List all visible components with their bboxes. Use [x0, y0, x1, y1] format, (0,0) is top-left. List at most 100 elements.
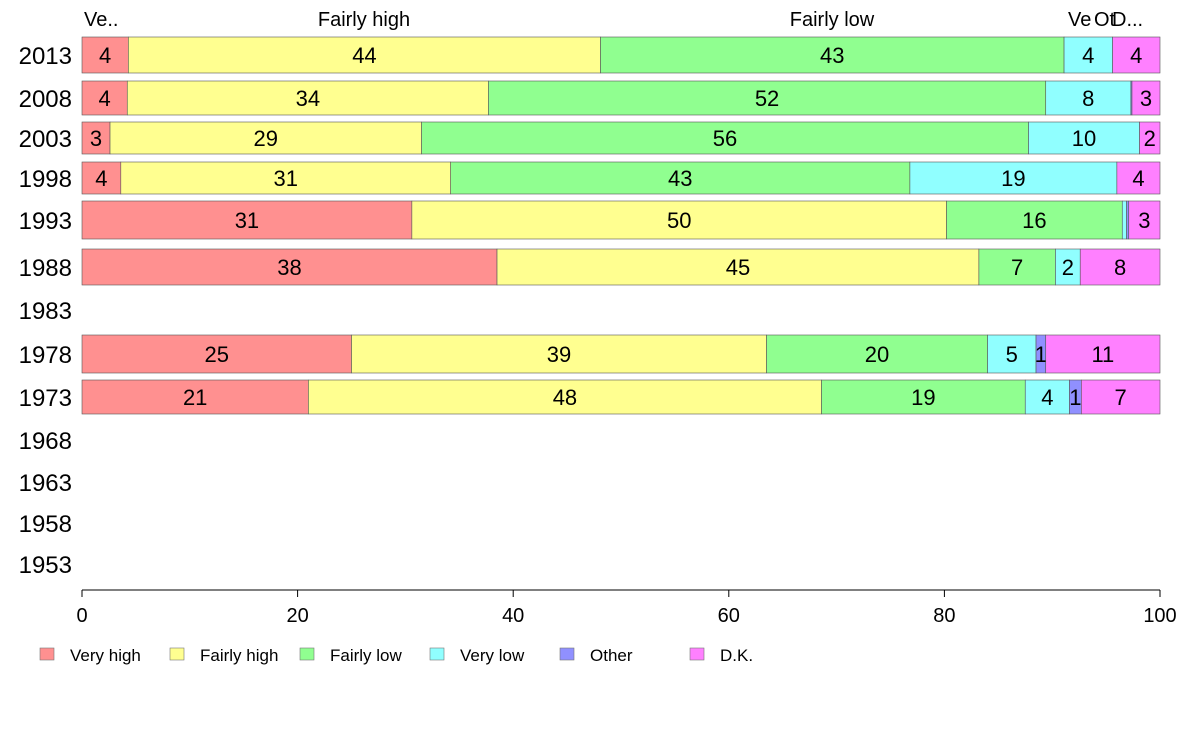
top-labels: Ve.. Fairly high Fairly low Ve OtD... — [84, 9, 1143, 31]
legend-swatch — [169, 647, 185, 661]
legend-swatch — [299, 647, 315, 661]
data-label: 16 — [1022, 208, 1046, 233]
bar-segment — [978, 248, 1056, 286]
data-label: 25 — [205, 342, 229, 367]
bar-segment — [81, 379, 309, 415]
data-label: 5 — [1006, 342, 1018, 367]
data-label: 8 — [1114, 255, 1126, 280]
bar-segment — [1081, 379, 1161, 415]
data-label: 50 — [667, 208, 691, 233]
legend-swatch — [429, 647, 445, 661]
legend-swatch — [559, 647, 575, 661]
data-label: 43 — [668, 166, 692, 191]
y-tick-label: 1963 — [19, 470, 72, 497]
bar-segment — [987, 334, 1037, 374]
data-label: 34 — [296, 86, 320, 111]
bar-segment — [81, 80, 128, 116]
bar-segment — [1131, 80, 1161, 116]
legend-item: Very high — [39, 646, 141, 665]
legend-item: D.K. — [689, 646, 753, 665]
y-tick-label: 2003 — [19, 126, 72, 153]
bar-segment — [81, 161, 122, 195]
bar-segment — [1079, 248, 1161, 286]
y-tick-label: 1998 — [19, 166, 72, 193]
bar-segment — [81, 334, 352, 374]
data-label: 1 — [1035, 342, 1047, 367]
legend-item: Fairly low — [299, 646, 403, 665]
y-tick-label: 1968 — [19, 428, 72, 455]
data-label: 3 — [1138, 208, 1150, 233]
data-label: 56 — [713, 126, 737, 151]
data-label: 4 — [1132, 166, 1144, 191]
bar-segment — [81, 200, 413, 240]
bar-segment — [1045, 80, 1132, 116]
data-label: 7 — [1011, 255, 1023, 280]
y-tick-label: 1958 — [19, 511, 72, 538]
x-tick-label: 80 — [933, 605, 955, 627]
y-tick-label: 1993 — [19, 208, 72, 235]
data-label: 20 — [865, 342, 889, 367]
y-tick-label: 1953 — [19, 552, 72, 579]
x-tick-label: 0 — [76, 605, 87, 627]
top-series-label: Fairly low — [790, 9, 875, 31]
legend: Very high Fairly high Fairly low Very low Ot… — [39, 646, 753, 665]
data-label: 4 — [1041, 385, 1053, 410]
data-label: 52 — [755, 86, 779, 111]
bar-segment — [109, 121, 422, 155]
y-tick-label: 1988 — [19, 255, 72, 282]
y-tick-label: 2013 — [19, 43, 72, 70]
x-tick-label: 60 — [718, 605, 740, 627]
data-label: 4 — [95, 166, 107, 191]
bar-segment — [1139, 121, 1161, 155]
data-label: 45 — [726, 255, 750, 280]
y-tick-label: 1973 — [19, 385, 72, 412]
bar-segment — [128, 36, 601, 74]
y-tick-label: 1983 — [19, 298, 72, 325]
data-label: 3 — [1140, 86, 1152, 111]
bar-segment — [1121, 200, 1127, 240]
bar-segment — [1128, 200, 1161, 240]
bar-segment — [1116, 161, 1161, 195]
bar-segment — [766, 334, 988, 374]
bar-segment — [1028, 121, 1140, 155]
data-label: 19 — [911, 385, 935, 410]
data-label: 19 — [1001, 166, 1025, 191]
y-axis-labels: 2013 2008 2003 1998 1993 1988 1983 1978 1973 1968… — [19, 43, 72, 579]
x-tick-label: 40 — [502, 605, 524, 627]
data-label: 4 — [99, 43, 111, 68]
bar-segment — [488, 80, 1047, 116]
bar-segment — [120, 161, 451, 195]
data-label: 43 — [820, 43, 844, 68]
data-label: 8 — [1082, 86, 1094, 111]
legend-item: Fairly high — [169, 646, 278, 665]
data-label: 1 — [1069, 385, 1081, 410]
top-series-label: Ve — [1068, 9, 1091, 31]
bar-segment — [81, 121, 111, 155]
data-label: 31 — [273, 166, 297, 191]
bar-segment — [421, 121, 1029, 155]
x-axis: 0 20 40 60 80 100 — [76, 589, 1177, 627]
bar-segment — [1126, 200, 1130, 240]
data-label: 4 — [1082, 43, 1094, 68]
bar-segment — [946, 200, 1123, 240]
top-series-label: Ve.. — [84, 9, 118, 31]
top-series-label: D... — [1112, 9, 1143, 31]
data-label: 44 — [352, 43, 376, 68]
legend-item: Very low — [429, 646, 525, 665]
bar-segment — [1024, 379, 1070, 415]
legend-label: Very low — [460, 646, 525, 665]
legend-label: Fairly low — [330, 646, 403, 665]
legend-label: Other — [590, 646, 633, 665]
data-label: 10 — [1072, 126, 1096, 151]
bar-segment — [496, 248, 980, 286]
bars: 4 44 43 4 44 34 52 8 33 29 56 10 24 31 43 19 431 50 16 338 4… — [81, 36, 1161, 415]
y-tick-label: 1978 — [19, 342, 72, 369]
x-tick-label: 20 — [286, 605, 308, 627]
y-tick-label: 2008 — [19, 86, 72, 113]
data-label: 31 — [235, 208, 259, 233]
x-tick-label: 100 — [1143, 605, 1176, 627]
data-label: 39 — [547, 342, 571, 367]
bar-segment — [1112, 36, 1161, 74]
top-series-label: Fairly high — [318, 9, 410, 31]
